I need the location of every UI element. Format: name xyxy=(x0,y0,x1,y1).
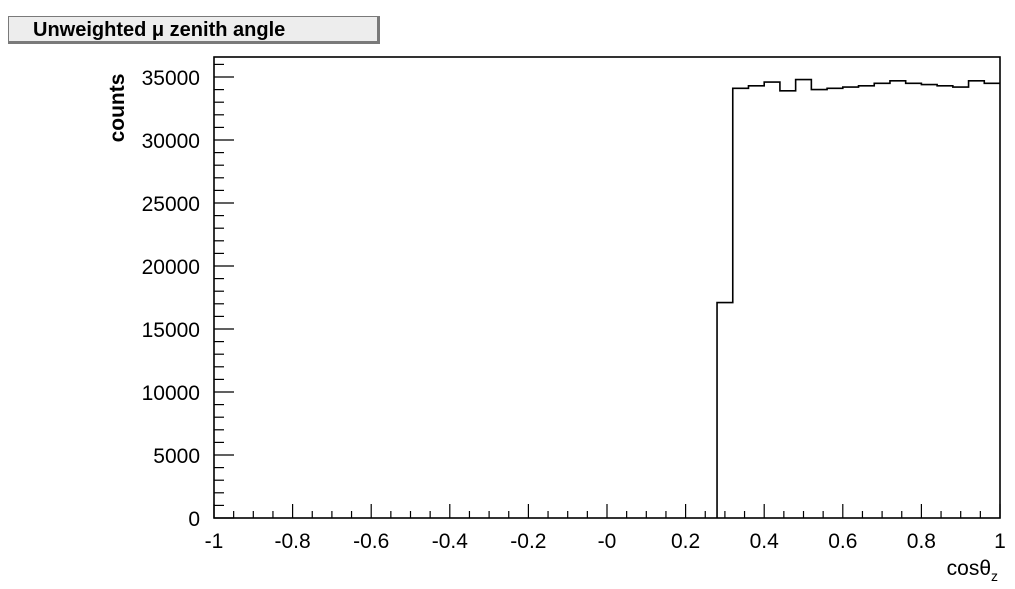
histogram-bin xyxy=(953,87,969,518)
histogram-outline xyxy=(716,78,1000,518)
x-tick-label: -0.4 xyxy=(432,530,469,553)
x-tick-label: 0.4 xyxy=(750,530,780,553)
x-axis-label: cosθz xyxy=(947,557,998,584)
y-tick-label: 10000 xyxy=(142,382,200,405)
x-axis-label-subscript: z xyxy=(991,568,998,584)
x-tick-label: -0 xyxy=(598,530,617,553)
histogram-bin xyxy=(984,83,1000,518)
y-tick-label: 30000 xyxy=(142,130,200,153)
y-tick-label: 35000 xyxy=(142,67,200,90)
histogram-bin xyxy=(796,80,812,518)
y-axis-ticks: 0 5000 10000 15000 20000 25000 30000 35000 xyxy=(142,63,234,531)
histogram-bin xyxy=(748,86,764,518)
histogram-series xyxy=(716,78,1000,518)
x-tick-label: -0.8 xyxy=(275,530,311,553)
histogram-bin xyxy=(890,81,906,518)
y-tick-label: 0 xyxy=(188,508,200,531)
x-tick-label: -0.2 xyxy=(510,530,546,553)
x-axis-ticks: -1 -0.8 -0.6 -0.4 -0.2 -0 0.2 0.4 0.6 0.8 1 xyxy=(205,504,1006,553)
chart-title: Unweighted μ zenith angle xyxy=(8,16,380,44)
histogram-bin xyxy=(811,90,827,518)
histogram-bin xyxy=(859,86,875,518)
y-tick-label: 15000 xyxy=(142,319,200,342)
histogram-bin xyxy=(733,88,749,518)
x-tick-label: -1 xyxy=(205,530,224,553)
histogram-bin xyxy=(827,88,843,518)
histogram-bin xyxy=(906,83,922,518)
x-tick-label: 0.2 xyxy=(671,530,700,553)
histogram-bin xyxy=(843,87,859,518)
histogram-bin xyxy=(937,86,953,518)
y-tick-label: 20000 xyxy=(142,256,200,279)
histogram-bin xyxy=(764,82,780,518)
x-tick-label: 1 xyxy=(994,530,1006,553)
y-tick-label: 25000 xyxy=(142,193,200,216)
x-tick-label: 0.8 xyxy=(907,530,936,553)
histogram-bin xyxy=(717,303,733,518)
x-tick-label: -0.6 xyxy=(353,530,389,553)
x-tick-label: 0.6 xyxy=(828,530,857,553)
histogram-bin xyxy=(921,85,937,518)
histogram-bin xyxy=(874,83,890,518)
y-tick-label: 5000 xyxy=(153,445,200,468)
y-axis-label: counts xyxy=(106,74,129,143)
x-axis-label-main: cosθ xyxy=(947,557,991,580)
histogram-bin xyxy=(969,81,985,518)
histogram-bin xyxy=(780,91,796,518)
